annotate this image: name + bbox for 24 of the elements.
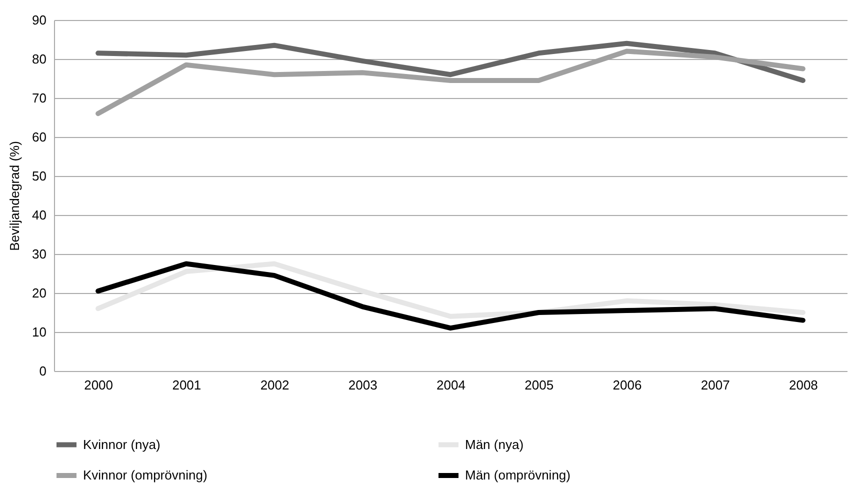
y-tick-label: 50 bbox=[32, 168, 46, 184]
x-tick-label: 2007 bbox=[700, 378, 730, 392]
legend-label: Män (nya) bbox=[465, 436, 524, 452]
x-tick-label: 2000 bbox=[84, 378, 114, 392]
x-tick-label: 2006 bbox=[612, 378, 642, 392]
x-tick-label: 2005 bbox=[524, 378, 554, 392]
legend-label: Män (omprövning) bbox=[465, 468, 570, 482]
y-tick-label: 70 bbox=[32, 90, 46, 106]
y-tick-label: 60 bbox=[32, 130, 46, 144]
y-axis-title: Beviljandegrad (%) bbox=[7, 141, 22, 251]
y-tick-label: 0 bbox=[39, 364, 46, 378]
legend-label: Kvinnor (nya) bbox=[83, 436, 160, 452]
x-tick-label: 2004 bbox=[436, 378, 466, 392]
x-tick-label: 2002 bbox=[260, 378, 290, 392]
y-tick-label: 80 bbox=[32, 52, 46, 66]
y-tick-label: 90 bbox=[32, 12, 46, 28]
legend-label: Kvinnor (omprövning) bbox=[83, 468, 208, 482]
x-tick-label: 2001 bbox=[172, 378, 202, 392]
x-tick-label: 2003 bbox=[348, 378, 378, 392]
y-tick-label: 30 bbox=[32, 246, 46, 262]
x-tick-label: 2008 bbox=[788, 378, 818, 392]
y-tick-label: 20 bbox=[32, 286, 46, 300]
y-tick-label: 40 bbox=[32, 208, 46, 222]
y-tick-label: 10 bbox=[32, 324, 46, 340]
